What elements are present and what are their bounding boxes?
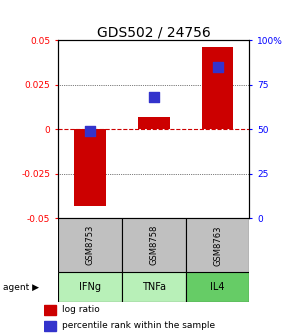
Text: agent ▶: agent ▶ [3,283,39,292]
Bar [44,304,56,315]
Bar [44,321,56,331]
Bar [202,47,233,129]
Text: GSM8753: GSM8753 [85,225,95,265]
Text: IL4: IL4 [210,282,225,292]
Bar [122,272,186,302]
Bar [138,117,170,129]
Text: log ratio: log ratio [62,305,100,314]
Point [88,128,92,134]
Text: GSM8758: GSM8758 [149,225,158,265]
Bar [122,218,186,272]
Text: percentile rank within the sample: percentile rank within the sample [62,322,215,331]
Bar [186,272,249,302]
Bar [58,272,122,302]
Point [215,65,220,70]
Text: GSM8763: GSM8763 [213,225,222,265]
Text: TNFa: TNFa [142,282,166,292]
Point [151,95,156,100]
Bar [74,129,106,206]
Bar [58,218,122,272]
Title: GDS502 / 24756: GDS502 / 24756 [97,25,211,39]
Bar [186,218,249,272]
Text: IFNg: IFNg [79,282,101,292]
